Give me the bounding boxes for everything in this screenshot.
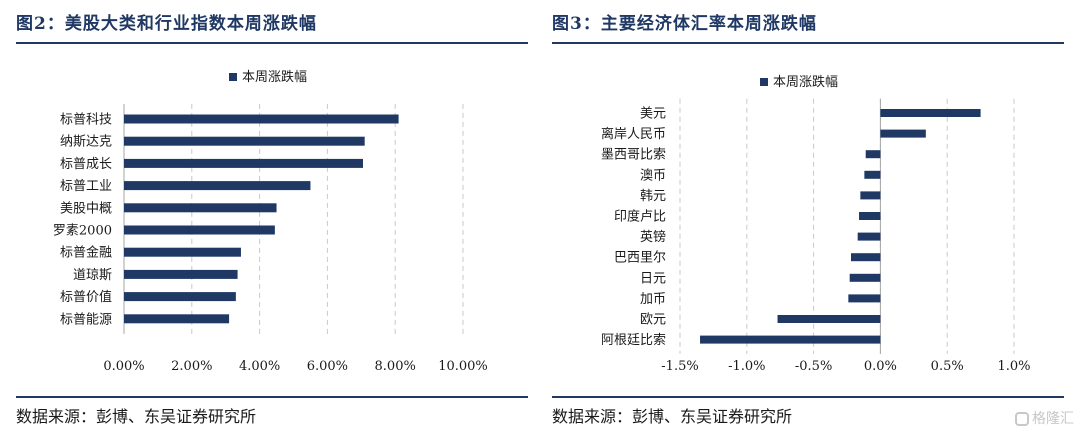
panel-fx-rates: 图3：主要经济体汇率本周涨跌幅 本周涨跌幅美元离岸人民币墨西哥比索澳币韩元印度卢…: [552, 0, 1064, 438]
bar-8: [124, 292, 236, 302]
category-label-7: 巴西里尔: [614, 251, 666, 266]
bar-5: [124, 225, 275, 235]
category-label-4: 韩元: [640, 189, 666, 204]
x-tick-label-4: 0.5%: [931, 359, 964, 374]
category-label-2: 标普成长: [60, 157, 112, 172]
category-label-5: 罗素2000: [53, 224, 112, 239]
category-label-3: 标普工业: [60, 179, 112, 194]
bar-0: [880, 109, 981, 117]
bar-5: [859, 212, 881, 220]
category-label-6: 英镑: [640, 229, 666, 245]
right-chart-title: 图3：主要经济体汇率本周涨跌幅: [552, 14, 817, 34]
watermark: 格隆汇: [1015, 408, 1074, 428]
category-label-3: 澳币: [640, 167, 666, 183]
category-label-10: 欧元: [640, 313, 666, 328]
category-label-5: 印度卢比: [614, 209, 666, 225]
panel-us-indices: 图2：美股大类和行业指数本周涨跌幅 本周涨跌幅标普科技纳斯达克标普成长标普工业美…: [16, 0, 528, 438]
category-label-0: 标普科技: [60, 113, 112, 128]
bar-6: [124, 247, 241, 257]
watermark-text: 格隆汇: [1032, 411, 1074, 427]
category-label-7: 道琼斯: [73, 268, 112, 283]
category-label-8: 日元: [640, 271, 666, 286]
bar-7: [124, 269, 238, 279]
category-label-9: 标普能源: [60, 312, 112, 327]
x-tick-label-4: 8.00%: [375, 359, 416, 374]
bar-1: [124, 136, 365, 146]
category-label-9: 加币: [640, 292, 666, 307]
x-tick-label-0: 0.00%: [103, 359, 144, 374]
right-bar-chart: 本周涨跌幅美元离岸人民币墨西哥比索澳币韩元印度卢比英镑巴西里尔日元加币欧元阿根廷…: [601, 74, 1031, 374]
legend-label: 本周涨跌幅: [773, 74, 838, 90]
bar-2: [865, 150, 881, 159]
bar-4: [860, 191, 881, 200]
bar-9: [848, 294, 881, 303]
left-title-rule: [16, 42, 528, 44]
legend-label: 本周涨跌幅: [242, 69, 307, 85]
category-label-2: 墨西哥比索: [601, 148, 666, 163]
bar-6: [857, 232, 881, 241]
left-chart-title: 图2：美股大类和行业指数本周涨跌幅: [16, 14, 317, 34]
right-title-rule: [552, 42, 1064, 44]
right-source: 数据来源：彭博、东吴证券研究所: [552, 407, 793, 426]
category-label-8: 标普价值: [60, 289, 112, 305]
x-tick-label-2: 4.00%: [239, 359, 280, 374]
legend-swatch: [229, 73, 237, 81]
bar-1: [880, 129, 926, 138]
bar-11: [700, 335, 881, 344]
x-tick-label-1: 2.00%: [171, 359, 212, 374]
bar-7: [851, 253, 881, 262]
bar-3: [124, 181, 311, 191]
category-label-1: 纳斯达克: [60, 135, 112, 150]
category-label-4: 美股中概: [60, 201, 112, 216]
x-tick-label-3: 0.0%: [864, 359, 897, 374]
x-tick-label-3: 6.00%: [307, 359, 348, 374]
bar-9: [124, 314, 230, 324]
watermark-logo-icon: [1015, 412, 1029, 426]
legend-swatch: [760, 78, 768, 86]
bar-10: [777, 315, 881, 323]
x-tick-label-5: 1.0%: [997, 359, 1030, 374]
category-label-6: 标普金融: [60, 245, 112, 261]
left-source: 数据来源：彭博、东吴证券研究所: [16, 407, 257, 426]
left-bottom-rule: [16, 396, 528, 398]
x-tick-label-5: 10.00%: [438, 359, 488, 374]
x-tick-label-1: -1.0%: [728, 359, 765, 374]
bar-3: [864, 170, 881, 179]
category-label-11: 阿根廷比索: [601, 333, 666, 348]
category-label-0: 美元: [640, 107, 666, 122]
category-label-1: 离岸人民币: [601, 126, 666, 142]
x-tick-label-2: -0.5%: [795, 359, 832, 374]
x-tick-label-0: -1.5%: [661, 359, 698, 374]
bar-8: [849, 273, 881, 282]
right-bottom-rule: [552, 396, 1064, 398]
bar-0: [124, 114, 399, 124]
bar-2: [124, 158, 363, 168]
bar-4: [124, 203, 277, 213]
